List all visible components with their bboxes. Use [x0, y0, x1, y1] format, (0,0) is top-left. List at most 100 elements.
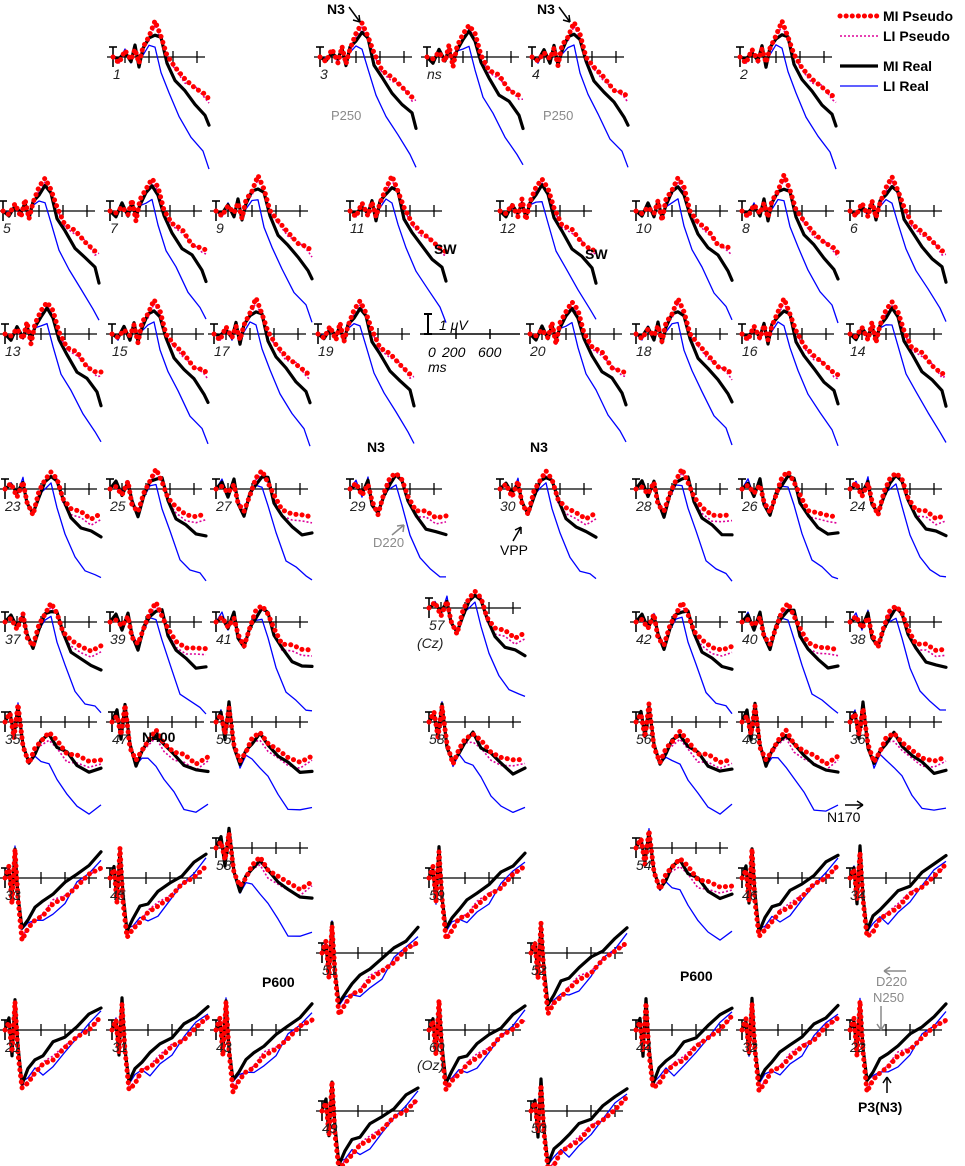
channel-panel: 31 — [106, 996, 211, 1093]
channel-label: 8 — [742, 220, 750, 236]
channel-label: 20 — [529, 343, 546, 359]
channel-panel: 55 — [210, 700, 315, 811]
waveform-red — [527, 299, 629, 376]
waveform-blue — [215, 199, 313, 323]
waveform-red — [529, 19, 631, 101]
waveform-black — [108, 184, 208, 284]
waveform-red — [426, 849, 528, 942]
waveform-black — [3, 998, 103, 1086]
channel-label: 11 — [350, 220, 365, 236]
channel-panel: 16 — [736, 296, 841, 447]
annotation-sw-ch12: SW — [585, 246, 608, 262]
channel-panel: 60 (Oz) — [417, 997, 528, 1093]
waveform-red — [319, 1078, 421, 1166]
waveform-red — [528, 1082, 630, 1166]
waveform-red — [739, 846, 841, 939]
channel-panel: 44 — [630, 997, 735, 1091]
channel-panel: 5 — [0, 175, 102, 321]
channel-panel: 52 — [525, 920, 630, 1017]
waveform-red — [847, 998, 949, 1095]
waveform-mag — [215, 1000, 313, 1091]
channel-label: 55 — [216, 731, 232, 747]
channel-label: 59 — [429, 887, 445, 903]
annotation-arrow — [348, 6, 361, 23]
channel-label: 34 — [850, 887, 866, 903]
scale-amplitude: 1 μV — [439, 317, 469, 333]
waveform-black — [738, 33, 838, 128]
channel-label: 9 — [216, 220, 224, 236]
channel-label: 23 — [4, 498, 21, 514]
waveform-red — [739, 469, 841, 520]
channel-panel: 42 — [630, 599, 735, 715]
channel-panel: 41 — [210, 603, 315, 712]
waveform-blue — [531, 44, 629, 168]
scale-tick-0: 0 — [428, 344, 436, 360]
waveform-red — [107, 845, 209, 940]
channel-panel: 23 — [0, 469, 104, 579]
channel-label: ns — [427, 66, 442, 82]
channel-panel: 1 — [107, 18, 212, 170]
annotation-arrow — [391, 524, 405, 536]
annotation-p250-ch3: P250 — [331, 108, 361, 123]
channel-panel: 4 — [526, 19, 631, 168]
channel-panel: 21 — [0, 998, 104, 1091]
waveform-red — [347, 173, 449, 254]
channel-label: 50 — [531, 1120, 547, 1136]
waveform-blue — [112, 44, 210, 170]
channel-label: 7 — [110, 220, 119, 236]
annotation-d220-ch34: D220 — [876, 974, 907, 989]
channel-label: 4 — [532, 66, 540, 82]
channel-panel: 17 — [208, 295, 313, 447]
waveform-blue — [4, 322, 102, 443]
channel-label: 32 — [742, 1039, 758, 1055]
channel-label: 2 — [739, 66, 748, 82]
channel-label: 41 — [216, 631, 232, 647]
waveform-black — [214, 187, 314, 281]
legend-label-mi-pseudo: MI Pseudo — [883, 8, 953, 24]
waveform-red — [107, 176, 209, 253]
channel-panel: 38 — [844, 603, 949, 711]
waveform-red — [739, 703, 841, 767]
channel-label: 26 — [741, 498, 758, 514]
channel-panel: 46 — [736, 846, 841, 939]
waveform-red — [633, 296, 735, 379]
waveform-black — [740, 187, 840, 281]
annotation-n400: N400 — [142, 729, 176, 745]
channel-label: 35 — [5, 731, 21, 747]
waveform-red — [319, 923, 421, 1018]
channel-label: 31 — [112, 1039, 128, 1055]
waveform-black — [848, 606, 948, 669]
waveform-red — [424, 22, 526, 98]
waveform-black — [1, 183, 101, 285]
waveform-red — [213, 603, 315, 653]
waveform-blue — [109, 198, 207, 320]
channel-label: 42 — [636, 631, 652, 647]
channel-panel: 37 — [0, 600, 104, 714]
waveform-mag — [849, 999, 947, 1091]
waveform-red — [211, 295, 313, 379]
annotations: N3 N3 P250 P250 SW SW N3 N3 D220 VPP N40… — [142, 1, 907, 1115]
channel-label: 51 — [322, 962, 338, 978]
waveform-red — [633, 175, 735, 254]
waveform-black — [110, 309, 210, 404]
annotation-n250-ch34: N250 — [873, 990, 904, 1005]
scale-tick-200: 200 — [441, 344, 466, 360]
channel-label: 43 — [216, 1039, 232, 1055]
annotation-arrow — [845, 800, 864, 810]
channel-sublabel: (Cz) — [417, 635, 443, 651]
waveform-blue — [739, 44, 837, 170]
channel-panel: 24 — [844, 470, 949, 578]
waveform-red — [633, 1000, 735, 1091]
channel-panel: 53 — [210, 826, 315, 937]
waveform-red — [497, 176, 599, 254]
waveform-red — [107, 599, 209, 652]
waveform-blue — [529, 321, 627, 443]
waveform-blue — [213, 321, 311, 447]
channel-label: 38 — [850, 631, 866, 647]
waveform-red — [213, 468, 315, 520]
channel-label: 28 — [635, 498, 652, 514]
waveform-mag — [741, 606, 839, 657]
channel-label: 18 — [636, 343, 652, 359]
waveform-red — [2, 701, 104, 766]
channel-panel: 7 — [104, 176, 209, 320]
